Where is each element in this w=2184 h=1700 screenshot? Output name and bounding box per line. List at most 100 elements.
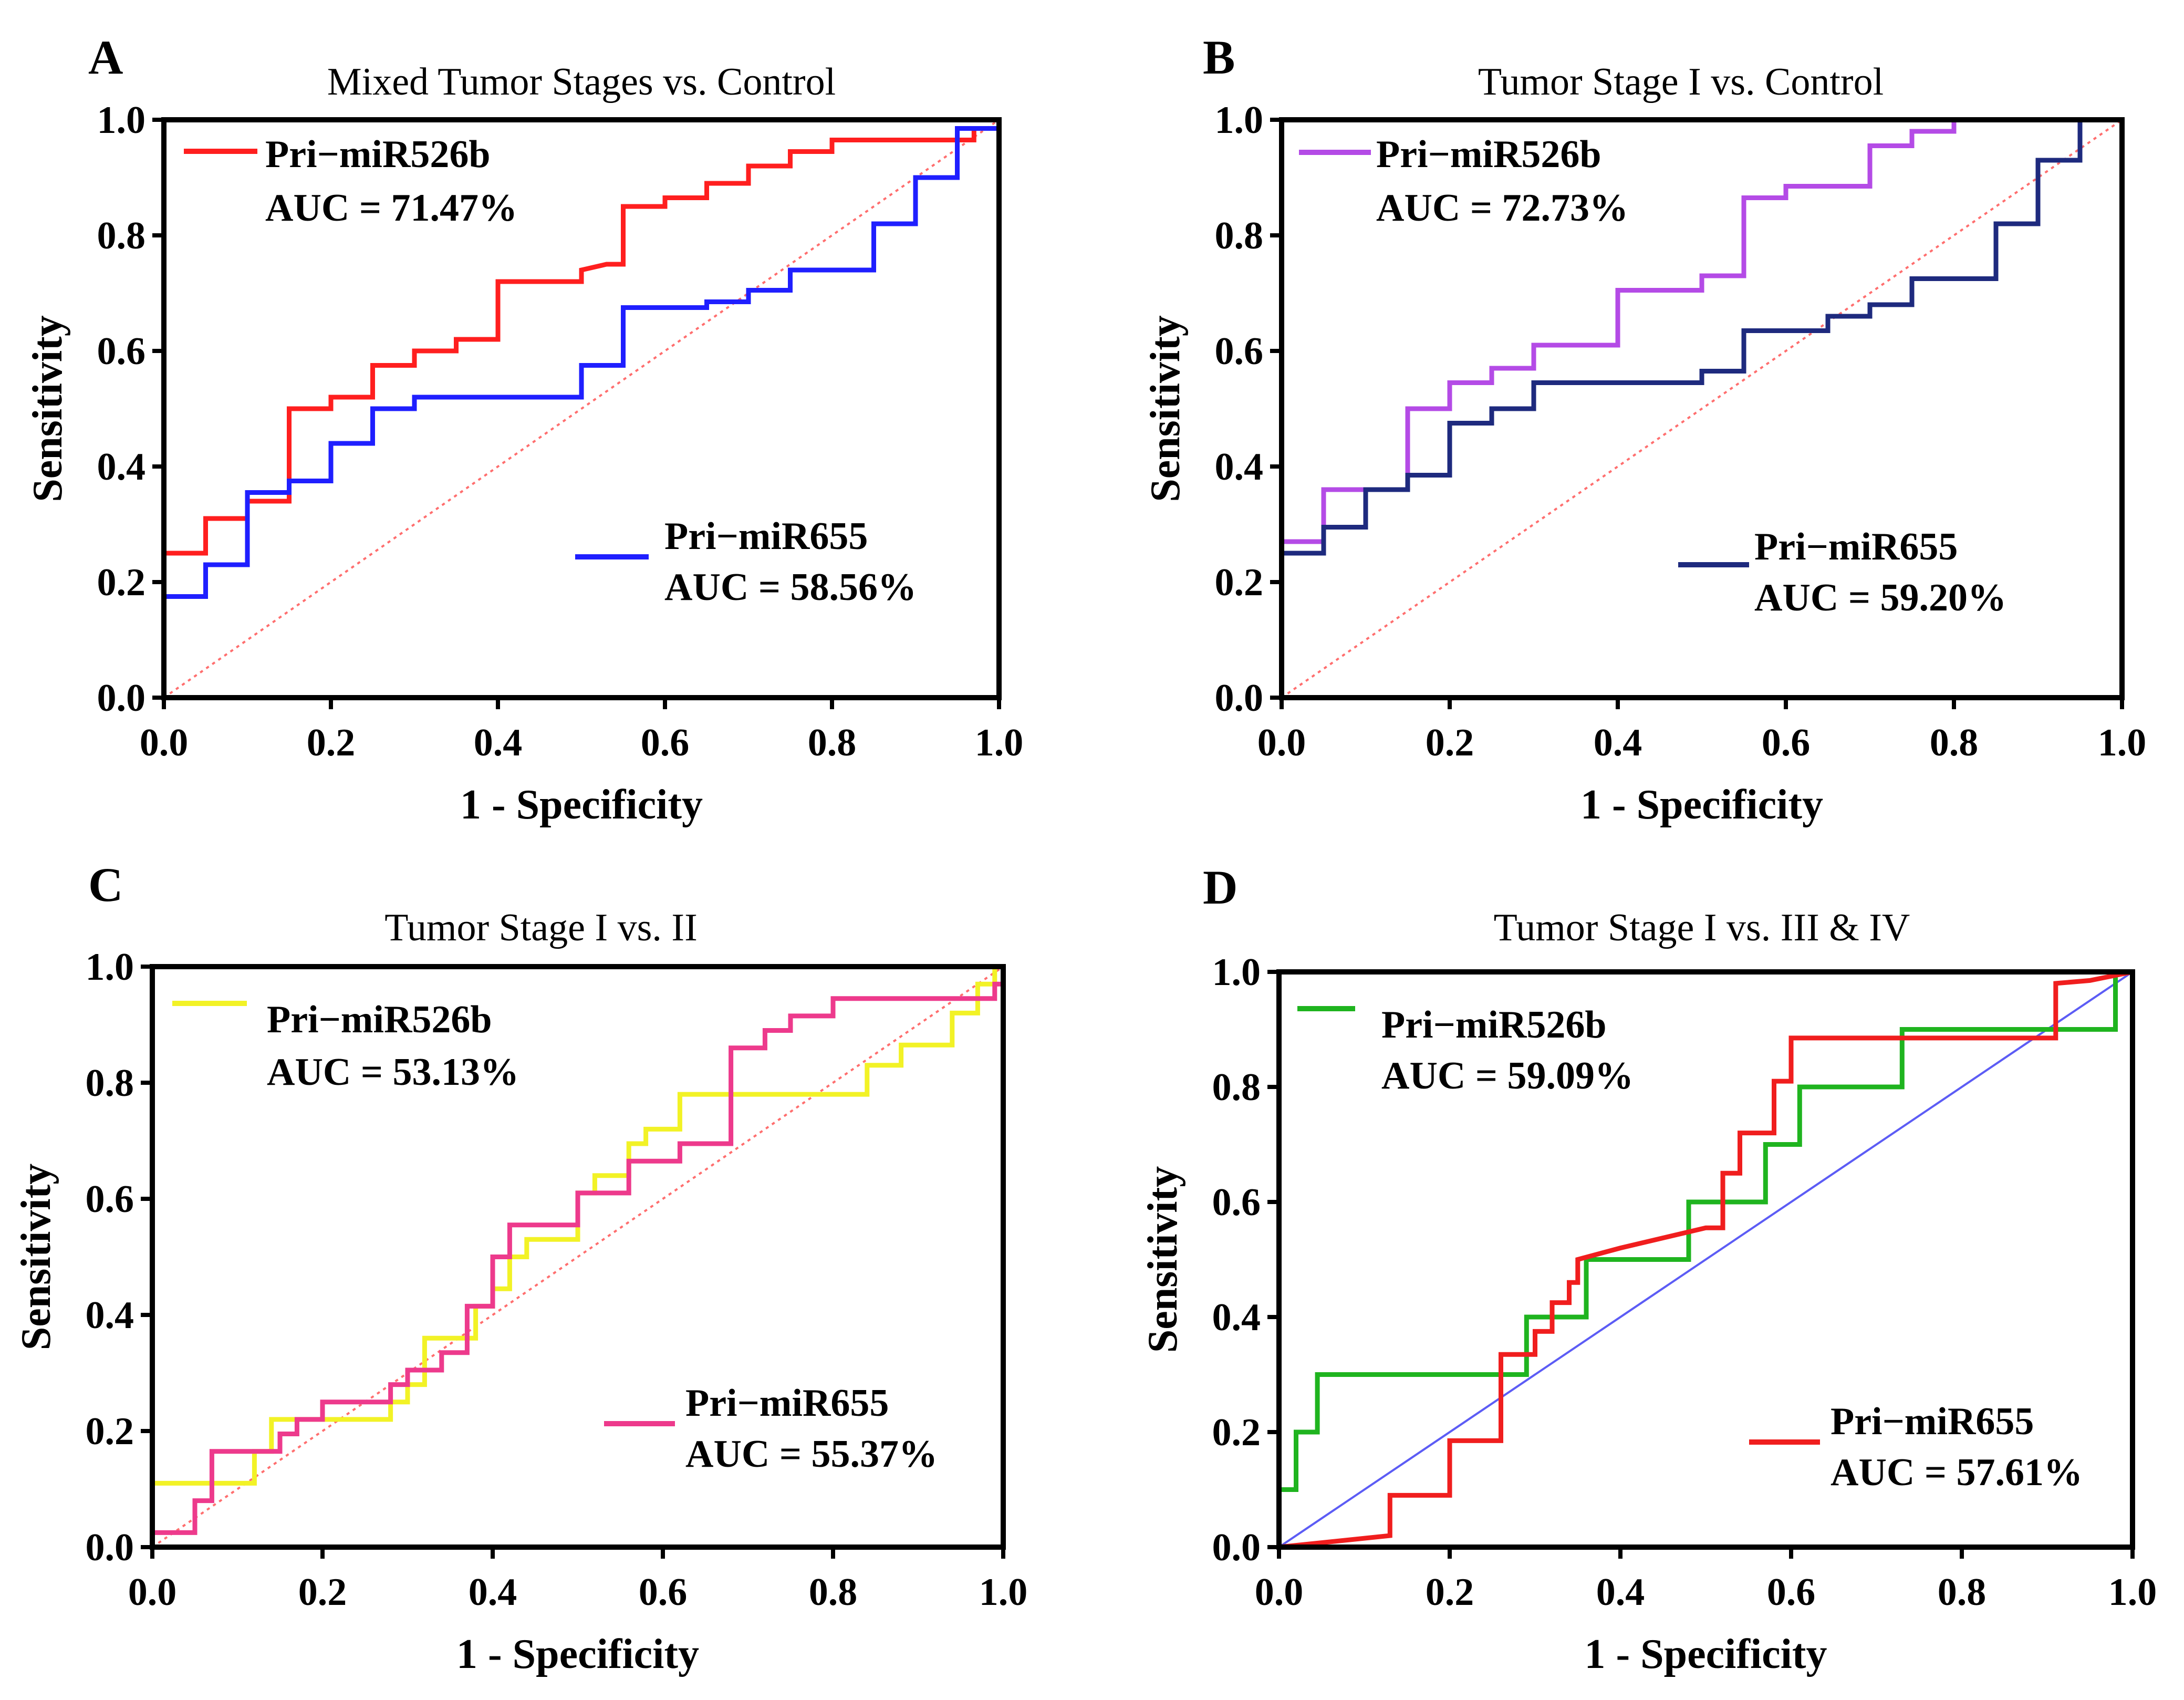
panel-letter: C — [88, 858, 123, 911]
roc-panel-a: A Mixed Tumor Stages vs. Control 0.0 0.2 0.4… — [25, 30, 1023, 828]
x-tick-label: 0.4 — [469, 1571, 517, 1614]
x-tick-label: 0.6 — [1762, 721, 1811, 764]
roc-curve-pri-mir526b — [1276, 969, 2133, 1547]
x-tick-label: 0.0 — [1255, 1571, 1304, 1614]
x-tick-label: 0.2 — [298, 1571, 347, 1614]
x-tick-label: 0.8 — [808, 721, 857, 764]
x-tick-label: 0.6 — [639, 1571, 688, 1614]
y-tick-label: 0.0 — [86, 1526, 134, 1569]
legend-auc-label: AUC = 59.09% — [1381, 1054, 1634, 1097]
legend-entry: Pri−miR655 AUC = 58.56% — [575, 515, 917, 609]
roc-curve-pri-mir655 — [1279, 117, 2122, 698]
legend-entry: Pri−miR655 AUC = 59.20% — [1678, 525, 2006, 619]
reference-diagonal — [151, 966, 1004, 1548]
y-tick-label: 0.2 — [1212, 1411, 1261, 1454]
chart-title: Tumor Stage I vs. II — [384, 906, 697, 949]
legend-auc-label: AUC = 71.47% — [265, 186, 517, 230]
y-axis-title: Sensitivity — [13, 1164, 59, 1351]
y-tick-label: 0.2 — [97, 561, 146, 604]
x-axis-title: 1 - Specificity — [1584, 1631, 1827, 1677]
chart-title: Tumor Stage I vs. Control — [1478, 60, 1884, 103]
y-axis-title: Sensitivity — [25, 315, 71, 502]
roc-curve-pri-mir655 — [161, 120, 1002, 698]
roc-curve-pri-mir526b — [150, 964, 1003, 1547]
legend-series-name: Pri−miR526b — [265, 133, 491, 176]
roc-curve-pri-mir526b — [161, 120, 1002, 698]
y-tick-label: 0.8 — [1212, 1066, 1261, 1109]
plot-frame — [150, 964, 1006, 1550]
x-tick-label: 0.0 — [128, 1571, 177, 1614]
reference-diagonal — [1278, 971, 2134, 1548]
legend-series-name: Pri−miR655 — [685, 1382, 889, 1425]
y-tick-label: 0.4 — [86, 1294, 134, 1337]
x-tick-label: 0.4 — [1596, 1571, 1645, 1614]
x-tick-label: 0.8 — [1930, 721, 1979, 764]
legend-auc-label: AUC = 72.73% — [1376, 186, 1628, 230]
y-tick-label: 0.0 — [1215, 677, 1264, 720]
legend-entry: Pri−miR526b AUC = 72.73% — [1299, 133, 1628, 230]
x-tick-label: 1.0 — [979, 1571, 1028, 1614]
y-tick-label: 1.0 — [1212, 951, 1261, 994]
y-tick-label: 1.0 — [86, 946, 134, 989]
y-tick-label: 0.2 — [86, 1410, 134, 1453]
roc-curve-pri-mir655 — [1278, 969, 2133, 1550]
plot-frame — [1279, 117, 2125, 700]
y-tick-label: 0.0 — [97, 677, 146, 720]
x-axis-title: 1 - Specificity — [456, 1631, 699, 1677]
legend-entry: Pri−miR526b AUC = 59.09% — [1297, 1003, 1634, 1097]
y-tick-label: 0.8 — [86, 1062, 134, 1105]
x-axis-title: 1 - Specificity — [460, 782, 703, 828]
legend-auc-label: AUC = 53.13% — [267, 1051, 519, 1094]
x-tick-label: 0.0 — [140, 721, 189, 764]
y-tick-label: 0.0 — [1212, 1526, 1261, 1569]
y-tick-label: 1.0 — [1215, 99, 1264, 142]
y-tick-label: 0.4 — [97, 445, 146, 489]
y-tick-label: 0.4 — [1212, 1296, 1261, 1339]
y-tick-label: 1.0 — [97, 99, 146, 142]
legend-series-name: Pri−miR526b — [1381, 1003, 1607, 1046]
legend-entry: Pri−miR655 AUC = 57.61% — [1749, 1400, 2083, 1494]
plot-frame — [1276, 969, 2135, 1550]
y-tick-label: 0.8 — [97, 214, 146, 257]
y-tick-label: 0.2 — [1215, 561, 1264, 604]
y-axis-title: Sensitivity — [1140, 1166, 1186, 1353]
reference-diagonal — [163, 119, 1000, 699]
legend-auc-label: AUC = 57.61% — [1831, 1451, 2083, 1494]
x-tick-label: 1.0 — [2098, 721, 2147, 764]
legend-series-name: Pri−miR526b — [267, 998, 492, 1041]
legend-entry: Pri−miR655 AUC = 55.37% — [604, 1382, 938, 1476]
x-tick-label: 0.4 — [474, 721, 523, 764]
panel-letter: D — [1203, 861, 1237, 914]
x-tick-label: 0.2 — [307, 721, 356, 764]
roc-panel-d: D Tumor Stage I vs. III & IV 0.0 0.2 0.4 0.6 0… — [1140, 861, 2157, 1677]
y-tick-label: 0.4 — [1215, 445, 1264, 489]
y-tick-label: 0.8 — [1215, 214, 1264, 257]
x-axis-title: 1 - Specificity — [1580, 782, 1823, 828]
y-tick-label: 0.6 — [1215, 330, 1264, 373]
legend-auc-label: AUC = 58.56% — [664, 566, 917, 609]
y-tick-label: 0.6 — [86, 1178, 134, 1221]
roc-curve-pri-mir655 — [150, 967, 1006, 1547]
x-tick-label: 0.6 — [641, 721, 690, 764]
panel-letter: B — [1203, 30, 1235, 84]
reference-diagonal — [1281, 119, 2123, 699]
legend-auc-label: AUC = 55.37% — [685, 1433, 938, 1476]
chart-title: Mixed Tumor Stages vs. Control — [327, 60, 836, 103]
legend-series-name: Pri−miR526b — [1376, 133, 1601, 176]
y-axis-title: Sensitivity — [1142, 315, 1189, 502]
legend-series-name: Pri−miR655 — [1831, 1400, 2034, 1443]
chart-title: Tumor Stage I vs. III & IV — [1494, 906, 1910, 949]
y-tick-label: 0.6 — [97, 330, 146, 373]
x-tick-label: 0.0 — [1257, 721, 1306, 764]
legend-series-name: Pri−miR655 — [1754, 525, 1958, 568]
x-tick-label: 0.8 — [809, 1571, 858, 1614]
panel-letter: A — [88, 30, 123, 84]
legend-entry: Pri−miR526b AUC = 53.13% — [172, 998, 519, 1094]
x-tick-label: 0.4 — [1594, 721, 1642, 764]
y-tick-label: 0.6 — [1212, 1181, 1261, 1224]
legend-entry: Pri−miR526b AUC = 71.47% — [184, 133, 517, 230]
plot-frame — [161, 117, 1002, 700]
legend-auc-label: AUC = 59.20% — [1754, 576, 2006, 619]
roc-panel-c: C Tumor Stage I vs. II 0.0 0.2 0.4 0.6 0.8 1.0 0… — [13, 858, 1027, 1677]
